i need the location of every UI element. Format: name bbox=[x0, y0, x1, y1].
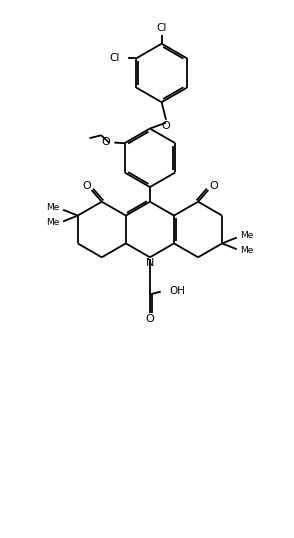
Text: O: O bbox=[82, 181, 91, 192]
Text: OH: OH bbox=[169, 286, 185, 296]
Text: Me: Me bbox=[240, 231, 254, 240]
Text: Me: Me bbox=[46, 203, 60, 212]
Text: Me: Me bbox=[46, 218, 60, 228]
Text: Cl: Cl bbox=[110, 53, 120, 63]
Text: O: O bbox=[162, 121, 171, 131]
Text: Me: Me bbox=[240, 246, 254, 255]
Text: N: N bbox=[146, 258, 154, 267]
Text: O: O bbox=[101, 137, 110, 147]
Text: Cl: Cl bbox=[156, 24, 167, 33]
Text: O: O bbox=[146, 314, 154, 324]
Text: O: O bbox=[209, 181, 218, 192]
